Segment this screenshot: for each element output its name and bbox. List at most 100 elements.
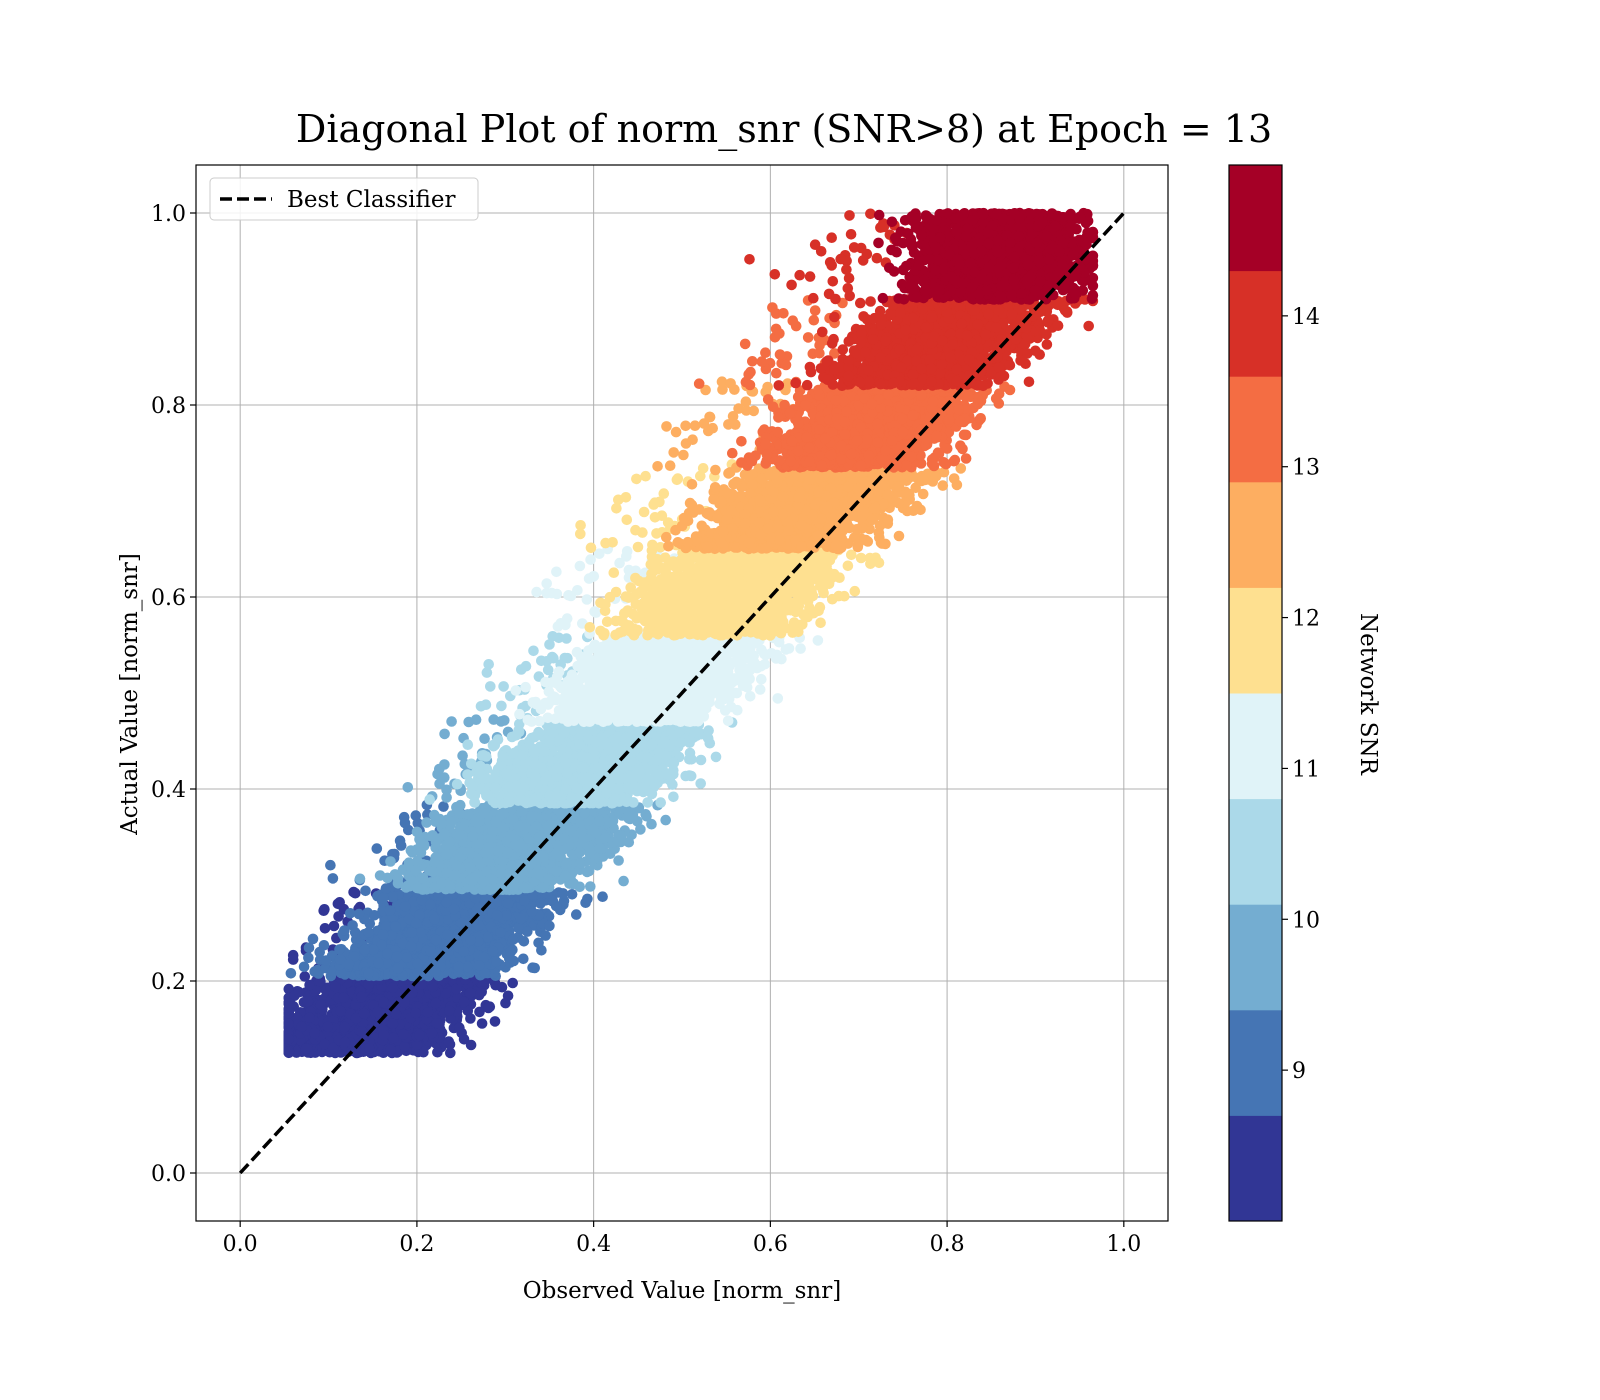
scatter-point (430, 934, 442, 946)
scatter-point (399, 817, 411, 829)
scatter-point (443, 1036, 455, 1047)
scatter-point (453, 961, 465, 973)
scatter-point (430, 966, 441, 978)
scatter-point (445, 1047, 456, 1059)
scatter-point (314, 946, 326, 958)
scatter-point (600, 832, 611, 844)
scatter-point (575, 858, 586, 869)
scatter-point (507, 934, 519, 945)
scatter-point (594, 815, 605, 827)
chart-title: Diagonal Plot of norm_snr (SNR>8) at Epo… (296, 107, 1272, 152)
scatter-point (335, 1005, 346, 1017)
scatter-point (319, 904, 330, 915)
scatter-point (565, 825, 577, 837)
scatter-point (359, 944, 371, 956)
scatter-point (473, 989, 485, 1001)
scatter-point (302, 996, 314, 1007)
scatter-point (478, 875, 489, 887)
scatter-point (353, 908, 365, 920)
scatter-point (369, 910, 380, 921)
scatter-point (480, 847, 491, 858)
scatter-point (363, 927, 374, 938)
scatter-point (417, 872, 429, 884)
scatter-point (319, 923, 331, 934)
scatter-point (387, 891, 398, 903)
scatter-point (618, 875, 629, 887)
scatter-point (518, 953, 529, 965)
scatter-point (492, 845, 504, 856)
scatter-point (533, 831, 545, 843)
scatter-point (430, 997, 442, 1009)
scatter-point (410, 917, 422, 929)
scatter-point (439, 772, 450, 783)
scatter-point (574, 847, 586, 858)
scatter-point (309, 1027, 321, 1039)
scatter-point (356, 1026, 368, 1037)
scatter-point (489, 1016, 501, 1027)
scatter-point (499, 715, 510, 726)
scatter-point (397, 1029, 409, 1040)
scatter-point (327, 873, 339, 884)
scatter-point (464, 987, 476, 999)
scatter-point (377, 892, 389, 904)
scatter-point (515, 839, 526, 851)
scatter-points (283, 207, 1099, 1059)
scatter-point (501, 910, 512, 921)
scatter-point (583, 865, 595, 877)
scatter-point (464, 862, 476, 873)
scatter-point (300, 1043, 312, 1055)
scatter-point (441, 849, 453, 860)
scatter-point (371, 843, 383, 854)
scatter-point (382, 948, 393, 960)
scatter-point (479, 733, 490, 744)
scatter-point (372, 1006, 383, 1018)
scatter-point (566, 889, 578, 900)
scatter-point (293, 986, 305, 998)
scatter-point (378, 1029, 390, 1041)
scatter-point (296, 1021, 308, 1032)
scatter-point (399, 1041, 410, 1052)
scatter-point (426, 830, 438, 842)
scatter-point (533, 937, 544, 949)
scatter-point (496, 981, 508, 993)
scatter-point (444, 1005, 455, 1017)
scatter-point (411, 882, 423, 894)
scatter-point (298, 961, 310, 973)
scatter-point (287, 954, 299, 965)
scatter-point (285, 968, 297, 979)
scatter-point (406, 927, 418, 938)
scatter-point (399, 997, 410, 1008)
scatter-point (635, 824, 646, 835)
scatter-point (425, 899, 436, 910)
scatter-point (283, 1046, 295, 1057)
scatter-point (322, 1021, 334, 1033)
scatter-point (390, 921, 402, 932)
scatter-point (377, 929, 389, 940)
scatter-point (415, 847, 427, 858)
scatter-point (422, 1007, 434, 1018)
scatter-point (448, 903, 460, 915)
scatter-point (502, 898, 514, 909)
scatter-point (431, 1018, 443, 1029)
scatter-point (491, 956, 502, 967)
scatter-point (557, 888, 569, 899)
scatter-point (476, 1018, 488, 1029)
scatter-point (411, 826, 423, 838)
scatter-point (338, 992, 349, 1004)
scatter-point (515, 913, 527, 925)
scatter-point (283, 1033, 295, 1045)
scatter-point (446, 816, 457, 827)
scatter-point (421, 817, 432, 828)
scatter-point (410, 864, 421, 876)
scatter-point (315, 999, 327, 1011)
scatter-point (454, 830, 465, 841)
scatter-point (561, 857, 573, 869)
scatter-point (551, 865, 562, 877)
scatter-point (507, 977, 518, 989)
scatter-point (660, 814, 671, 826)
scatter-point (526, 811, 538, 823)
scatter-point (491, 910, 503, 921)
scatter-point (339, 1021, 351, 1033)
scatter-point (467, 831, 479, 842)
scatter-point (392, 963, 404, 974)
